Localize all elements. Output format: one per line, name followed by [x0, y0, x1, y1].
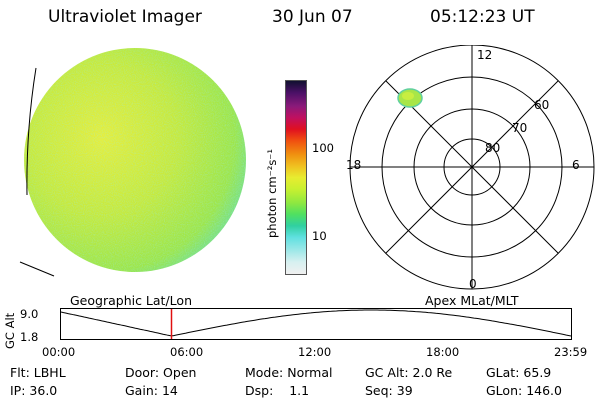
timeline-x-tick-0000: 00:00 [42, 345, 76, 359]
timeline-x-tick-1200: 12:00 [298, 345, 332, 359]
timeline-x-tick-0600: 06:00 [170, 345, 204, 359]
mlt-label-18: 18 [346, 158, 361, 172]
status-glon: GLon: 146.0 [486, 383, 562, 398]
status-flt: Flt: LBHL [10, 365, 66, 380]
mlt-label-0: 0 [469, 277, 477, 291]
lat-label-70: 70 [512, 121, 527, 135]
polar-mlt-plot: 12 18 6 0 60 70 80 [346, 45, 595, 291]
timeline-y-tick-low: 1.8 [20, 330, 39, 344]
timeline-y-axis-label: GC Alt [3, 312, 17, 349]
time-readout: 05:12:23 UT [430, 7, 535, 27]
status-door-value: Open [163, 365, 197, 380]
colorbar-unit-label: photon cm⁻²s⁻¹ [265, 149, 279, 238]
altitude-timeline [60, 308, 572, 340]
timeline-right-label: Apex MLat/MLT [425, 293, 519, 308]
app-title: Ultraviolet Imager [48, 7, 202, 27]
status-mode-value: Normal [287, 365, 333, 380]
altitude-curve [60, 309, 572, 337]
status-glon-value: 146.0 [526, 383, 562, 398]
timeline-frame [60, 308, 572, 340]
colorbar-tick-10: 10 [312, 229, 327, 243]
timeline-y-tick-high: 9.0 [20, 307, 39, 321]
uv-disk-image [19, 48, 246, 277]
status-flt-value: LBHL [33, 365, 66, 380]
color-scale-bar [285, 80, 307, 275]
status-ip: IP: 36.0 [10, 383, 58, 398]
auroral-patch-core [402, 92, 414, 100]
date-readout: 30 Jun 07 [272, 7, 353, 27]
limb-arc-lower [19, 261, 55, 277]
status-seq: Seq: 39 [365, 383, 413, 398]
timeline-left-label: Geographic Lat/Lon [70, 293, 192, 308]
colorbar-tick-100: 100 [312, 141, 334, 155]
status-glat-value: 65.9 [523, 365, 552, 380]
status-mode: Mode: Normal [245, 365, 333, 380]
limb-arc-upper [26, 67, 37, 196]
lat-label-60: 60 [534, 98, 549, 112]
status-gain: Gain: 14 [125, 383, 178, 398]
status-gc-alt: GC Alt: 2.0 Re [365, 365, 453, 380]
mlt-label-6: 6 [572, 158, 580, 172]
mlt-label-12: 12 [477, 48, 492, 62]
timeline-x-tick-1800: 18:00 [426, 345, 460, 359]
status-ip-value: 36.0 [29, 383, 58, 398]
status-glat: GLat: 65.9 [486, 365, 552, 380]
status-dsp-value: 1.1 [289, 383, 310, 398]
status-gc-alt-value: 2.0 Re [412, 365, 453, 380]
status-gain-value: 14 [161, 383, 178, 398]
timeline-x-tick-2359: 23:59 [554, 345, 588, 359]
lat-label-80: 80 [485, 141, 500, 155]
status-door: Door: Open [125, 365, 197, 380]
meridian-diag-2 [385, 80, 559, 254]
status-dsp: Dsp: 1.1 [245, 383, 310, 398]
status-seq-value: 39 [396, 383, 413, 398]
